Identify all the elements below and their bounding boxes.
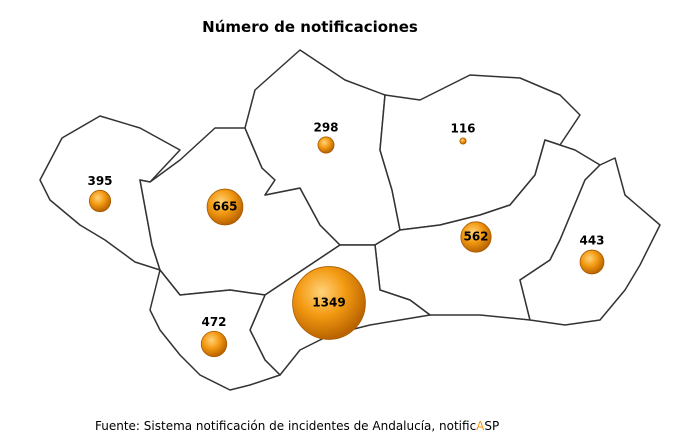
bubble [317,136,335,154]
map-title: Número de notificaciones [202,18,418,36]
source-text: Fuente: Sistema notificación de incident… [95,419,476,433]
bubble [200,330,228,358]
provinces [39,49,661,391]
bubble [459,137,467,145]
province [519,157,661,326]
bubble-label: 472 [201,315,226,329]
source: Fuente: Sistema notificación de incident… [95,419,499,433]
bubble-label: 665 [212,200,237,214]
province [149,269,281,391]
bubble-label: 395 [87,174,112,188]
bubble [292,266,366,340]
bubble [88,189,112,213]
bubble [579,249,605,275]
bubble [460,221,492,253]
bubbles: 395 665 298 116 562 443 1349 472 [87,120,605,358]
bubble-label: 116 [450,121,475,135]
source-suffix: SP [484,419,499,433]
bubble [206,188,244,226]
source-highlight: A [476,419,485,433]
bubble-label: 298 [313,120,338,134]
bubble-label: 1349 [312,296,345,310]
bubble-label: 562 [463,230,488,244]
bubble-label: 443 [579,234,604,248]
